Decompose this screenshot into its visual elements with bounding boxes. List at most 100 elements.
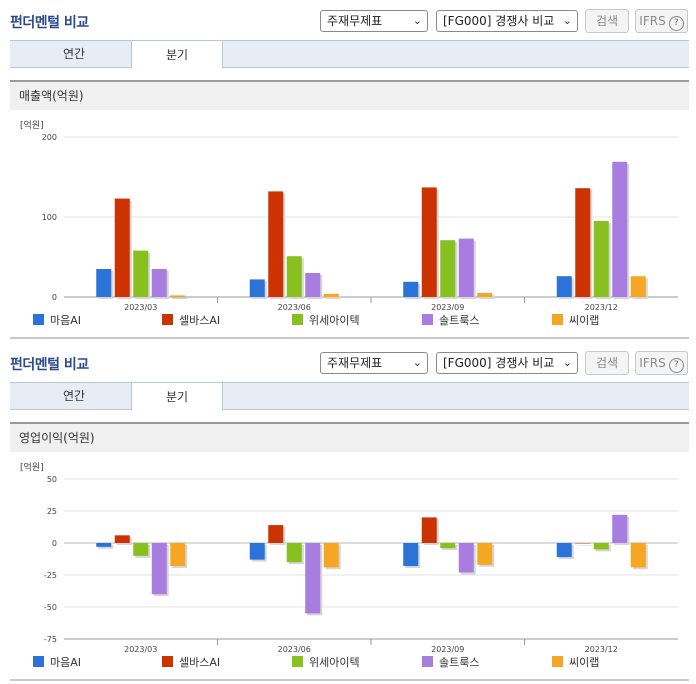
bar-series-5 [323, 293, 339, 297]
panel-toolbar: 펀더멘털 비교 주재무제표 ⌄ [FG000] 경쟁사 비교 ⌄ 검색 IFRS… [0, 0, 696, 40]
legend-item[interactable]: 씨이랩 [552, 314, 599, 328]
bar-series-2 [421, 517, 437, 543]
metric-title: 매출액(억원) [10, 80, 689, 110]
bar-series-3 [286, 543, 302, 563]
y-tick-label: 200 [42, 133, 57, 142]
legend-label: 마음AI [50, 314, 82, 327]
legend-label: 셀바스AI [179, 656, 221, 669]
legend-swatch [552, 656, 563, 667]
legend-item[interactable]: 씨이랩 [552, 656, 599, 670]
bar-series-3 [133, 250, 149, 297]
legend-label: 씨이랩 [569, 656, 600, 669]
panel-title: 펀더멘털 비교 [10, 15, 89, 31]
y-tick-label: 0 [52, 293, 57, 302]
legend-label: 솔트룩스 [439, 314, 480, 327]
bar-series-2 [114, 198, 130, 297]
bar-series-1 [556, 543, 572, 558]
bar-series-4 [305, 273, 321, 297]
bar-series-3 [133, 543, 149, 556]
x-tick-label: 2023/09 [431, 303, 464, 312]
tab-quarterly[interactable]: 분기 [131, 40, 223, 69]
legend-item[interactable]: 셀바스AI [162, 656, 220, 670]
legend-item[interactable]: 위세아이텍 [292, 656, 360, 670]
period-tabs: 연간 분기 [10, 40, 689, 69]
y-tick-label: -75 [44, 635, 57, 644]
x-tick-label: 2023/09 [431, 645, 464, 654]
bar-shadow [325, 295, 341, 299]
legend-label: 씨이랩 [569, 314, 600, 327]
bar-series-5 [323, 543, 339, 568]
legend-swatch [552, 314, 563, 325]
legend-swatch [422, 656, 433, 667]
bar-series-5 [170, 295, 186, 297]
legend-item[interactable]: 마음AI [33, 314, 81, 328]
x-tick-label: 2023/03 [124, 645, 157, 654]
bar-series-3 [440, 240, 456, 297]
legend-item[interactable]: 솔트룩스 [422, 656, 479, 670]
bar-series-1 [403, 281, 419, 297]
bar-series-1 [249, 279, 265, 297]
peer-select[interactable]: [FG000] 경쟁사 비교 ⌄ [436, 352, 578, 374]
legend-item[interactable]: 솔트룩스 [422, 314, 479, 328]
bar-series-3 [440, 543, 456, 549]
bar-series-3 [593, 543, 609, 550]
ifrs-help-button[interactable]: IFRS? [635, 9, 688, 33]
ifrs-help-button[interactable]: IFRS? [635, 351, 688, 375]
bar-series-5 [630, 276, 646, 297]
panel-title: 펀더멘털 비교 [10, 357, 89, 373]
bar-series-1 [96, 543, 112, 547]
bar-series-4 [458, 543, 474, 573]
legend-label: 솔트룩스 [439, 656, 480, 669]
help-icon: ? [668, 358, 684, 373]
y-tick-label: 0 [52, 539, 57, 548]
y-unit-label: [억원] [20, 121, 44, 131]
bar-series-4 [612, 514, 628, 543]
bar-series-4 [458, 238, 474, 297]
bar-series-2 [421, 187, 437, 297]
y-tick-label: -50 [44, 603, 57, 612]
tab-annual[interactable]: 연간 [62, 389, 86, 403]
operating-profit-bar-chart: -75 -50 -25 0 25 50 2023/03 2023/06 2023/09 2023/… [44, 475, 678, 654]
tab-annual[interactable]: 연간 [62, 47, 86, 61]
legend-label: 마음AI [50, 656, 82, 669]
search-button[interactable]: 검색 [585, 351, 629, 375]
peer-select[interactable]: [FG000] 경쟁사 비교 ⌄ [436, 10, 578, 32]
chevron-down-icon: ⌄ [562, 356, 572, 369]
ifrs-label: IFRS [639, 14, 666, 28]
bar-shadow [98, 545, 114, 549]
y-unit-label: [억원] [20, 463, 44, 473]
search-button[interactable]: 검색 [585, 9, 629, 33]
legend-item[interactable]: 셀바스AI [162, 314, 220, 328]
bar-series-2 [114, 535, 130, 543]
bar-series-1 [556, 276, 572, 297]
y-tick-label: 25 [47, 507, 57, 516]
x-tick-label: 2023/06 [278, 645, 311, 654]
bar-series-4 [305, 543, 321, 614]
legend-item[interactable]: 마음AI [33, 656, 81, 670]
chevron-down-icon: ⌄ [412, 14, 422, 27]
statement-select-value: 주재무제표 [327, 14, 383, 28]
legend-item[interactable]: 위세아이텍 [292, 314, 360, 328]
chevron-down-icon: ⌄ [562, 14, 572, 27]
legend-label: 위세아이텍 [309, 656, 360, 669]
legend-swatch [162, 656, 173, 667]
bar-series-5 [477, 543, 493, 565]
bar-series-1 [96, 269, 112, 297]
metric-title: 영업이익(억원) [10, 422, 689, 452]
divider [10, 679, 689, 681]
peer-select-value: [FG000] 경쟁사 비교 [443, 14, 555, 28]
bar-shadow [172, 297, 188, 299]
legend-label: 셀바스AI [179, 314, 221, 327]
statement-select[interactable]: 주재무제표 ⌄ [320, 352, 428, 374]
bar-series-4 [612, 161, 628, 297]
statement-select[interactable]: 주재무제표 ⌄ [320, 10, 428, 32]
bar-series-2 [268, 525, 284, 543]
revenue-bar-chart: 0 100 200 2023/03 2023/06 2023/09 2023/12 [42, 133, 678, 312]
ifrs-label: IFRS [639, 356, 666, 370]
tab-quarterly[interactable]: 분기 [131, 382, 223, 411]
x-tick-label: 2023/12 [585, 303, 618, 312]
bar-shadow [577, 545, 593, 546]
y-tick-label: 50 [47, 475, 57, 484]
x-tick-label: 2023/12 [585, 645, 618, 654]
divider [10, 337, 689, 339]
